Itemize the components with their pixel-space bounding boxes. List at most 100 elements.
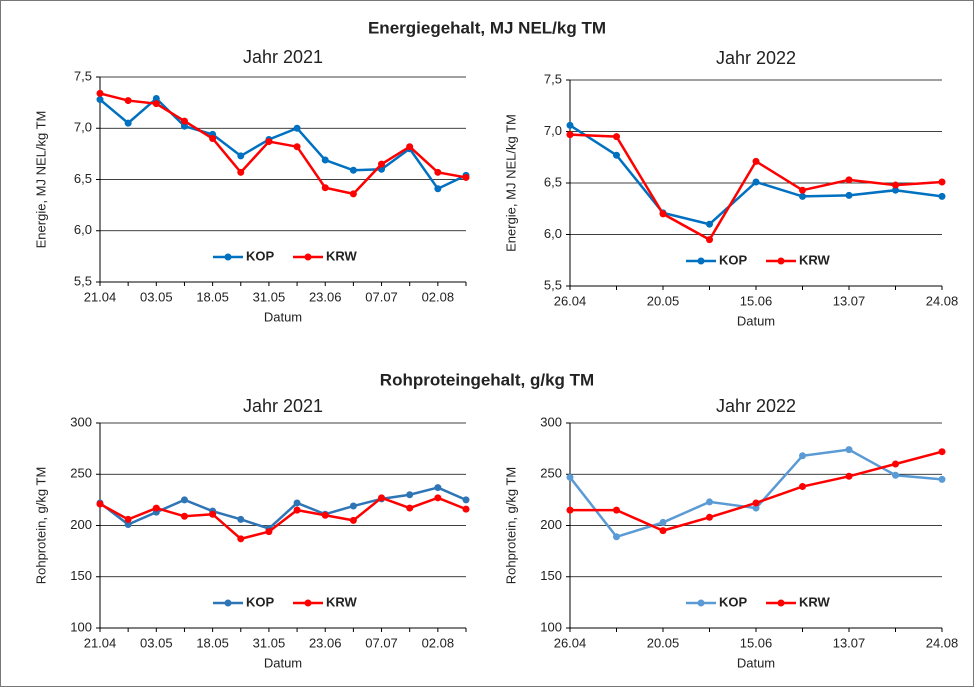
x-tick-label: 20.05 (647, 635, 680, 650)
point (799, 452, 806, 460)
point (706, 220, 713, 228)
point (659, 210, 667, 218)
point (892, 471, 899, 479)
x-tick-label: 23.06 (309, 289, 342, 304)
x-tick-label: 13.07 (833, 293, 866, 308)
y-tick-label: 300 (540, 414, 562, 429)
x-axis-label: Datum (264, 309, 302, 324)
legend-marker (697, 599, 705, 607)
point (659, 527, 667, 535)
point (752, 504, 760, 512)
y-tick-label: 250 (540, 466, 562, 481)
y-axis-label: Rohprotein, g/kg TM (503, 467, 518, 585)
point (349, 502, 357, 510)
y-tick-label: 5,5 (544, 277, 562, 292)
legend-label: KOP (719, 252, 748, 267)
point (180, 512, 188, 520)
point (209, 510, 217, 518)
point (566, 473, 574, 481)
x-tick-label: 15.06 (740, 635, 773, 650)
point (406, 491, 414, 499)
point (378, 494, 386, 502)
series-line (99, 92, 467, 196)
point (706, 236, 713, 244)
y-axis-label: Energie, MJ NEL/kg TM (503, 114, 518, 252)
point (434, 494, 442, 502)
point (124, 515, 132, 523)
point (938, 192, 946, 200)
legend-marker (224, 253, 232, 261)
x-tick-label: 18.05 (196, 635, 229, 650)
legend-marker (304, 599, 312, 607)
point (152, 100, 160, 108)
legend-marker (777, 599, 785, 607)
point (265, 528, 273, 536)
point (124, 119, 132, 127)
point (799, 186, 806, 194)
x-tick-label: 18.05 (196, 289, 229, 304)
point (566, 506, 574, 514)
point (659, 518, 667, 526)
legend-label: KRW (326, 594, 358, 609)
x-tick-label: 03.05 (140, 289, 173, 304)
x-tick-label: 07.07 (365, 289, 398, 304)
point (613, 533, 620, 541)
point (752, 499, 760, 507)
x-tick-label: 24.08 (926, 635, 959, 650)
x-tick-label: 15.06 (740, 293, 773, 308)
point (938, 178, 946, 186)
point (96, 500, 104, 508)
point (799, 192, 806, 200)
chart-title: Jahr 2022 (716, 396, 796, 416)
legend-label: KOP (246, 594, 275, 609)
y-axis-label: Energie, MJ NEL/kg TM (33, 111, 48, 249)
point (180, 122, 188, 130)
point (349, 166, 357, 174)
legend-label: KRW (326, 248, 358, 263)
point (152, 504, 160, 512)
point (349, 516, 357, 524)
point (892, 186, 899, 194)
point (321, 511, 329, 519)
legend-label: KRW (799, 252, 831, 267)
y-tick-label: 150 (70, 568, 92, 583)
x-axis-label: Datum (737, 655, 775, 670)
point (613, 133, 620, 141)
point (293, 143, 301, 151)
point (938, 475, 946, 483)
x-axis-label: Datum (737, 313, 775, 328)
point (462, 173, 470, 181)
point (378, 160, 386, 168)
legend-marker (304, 253, 312, 261)
point (752, 178, 760, 186)
legend-marker (697, 257, 705, 265)
x-tick-label: 21.04 (84, 635, 117, 650)
section-title: Energiegehalt, MJ NEL/kg TM (368, 18, 606, 37)
y-tick-label: 5,5 (74, 273, 92, 288)
point (237, 152, 245, 160)
point (845, 446, 853, 454)
point (706, 513, 713, 521)
y-tick-label: 6,5 (74, 171, 92, 186)
y-tick-label: 150 (540, 568, 562, 583)
x-tick-label: 21.04 (84, 289, 117, 304)
y-tick-label: 100 (70, 619, 92, 634)
y-tick-label: 200 (70, 517, 92, 532)
point (237, 535, 245, 543)
point (124, 97, 132, 105)
point (892, 181, 899, 189)
x-tick-label: 13.07 (833, 635, 866, 650)
point (566, 121, 574, 129)
y-tick-label: 7,0 (544, 123, 562, 138)
point (152, 95, 160, 103)
point (209, 135, 217, 142)
x-tick-label: 03.05 (140, 635, 173, 650)
point (845, 176, 853, 184)
point (845, 472, 853, 480)
point (96, 89, 104, 97)
x-tick-label: 31.05 (253, 289, 286, 304)
point (406, 143, 414, 151)
point (434, 185, 442, 193)
point (180, 496, 188, 504)
